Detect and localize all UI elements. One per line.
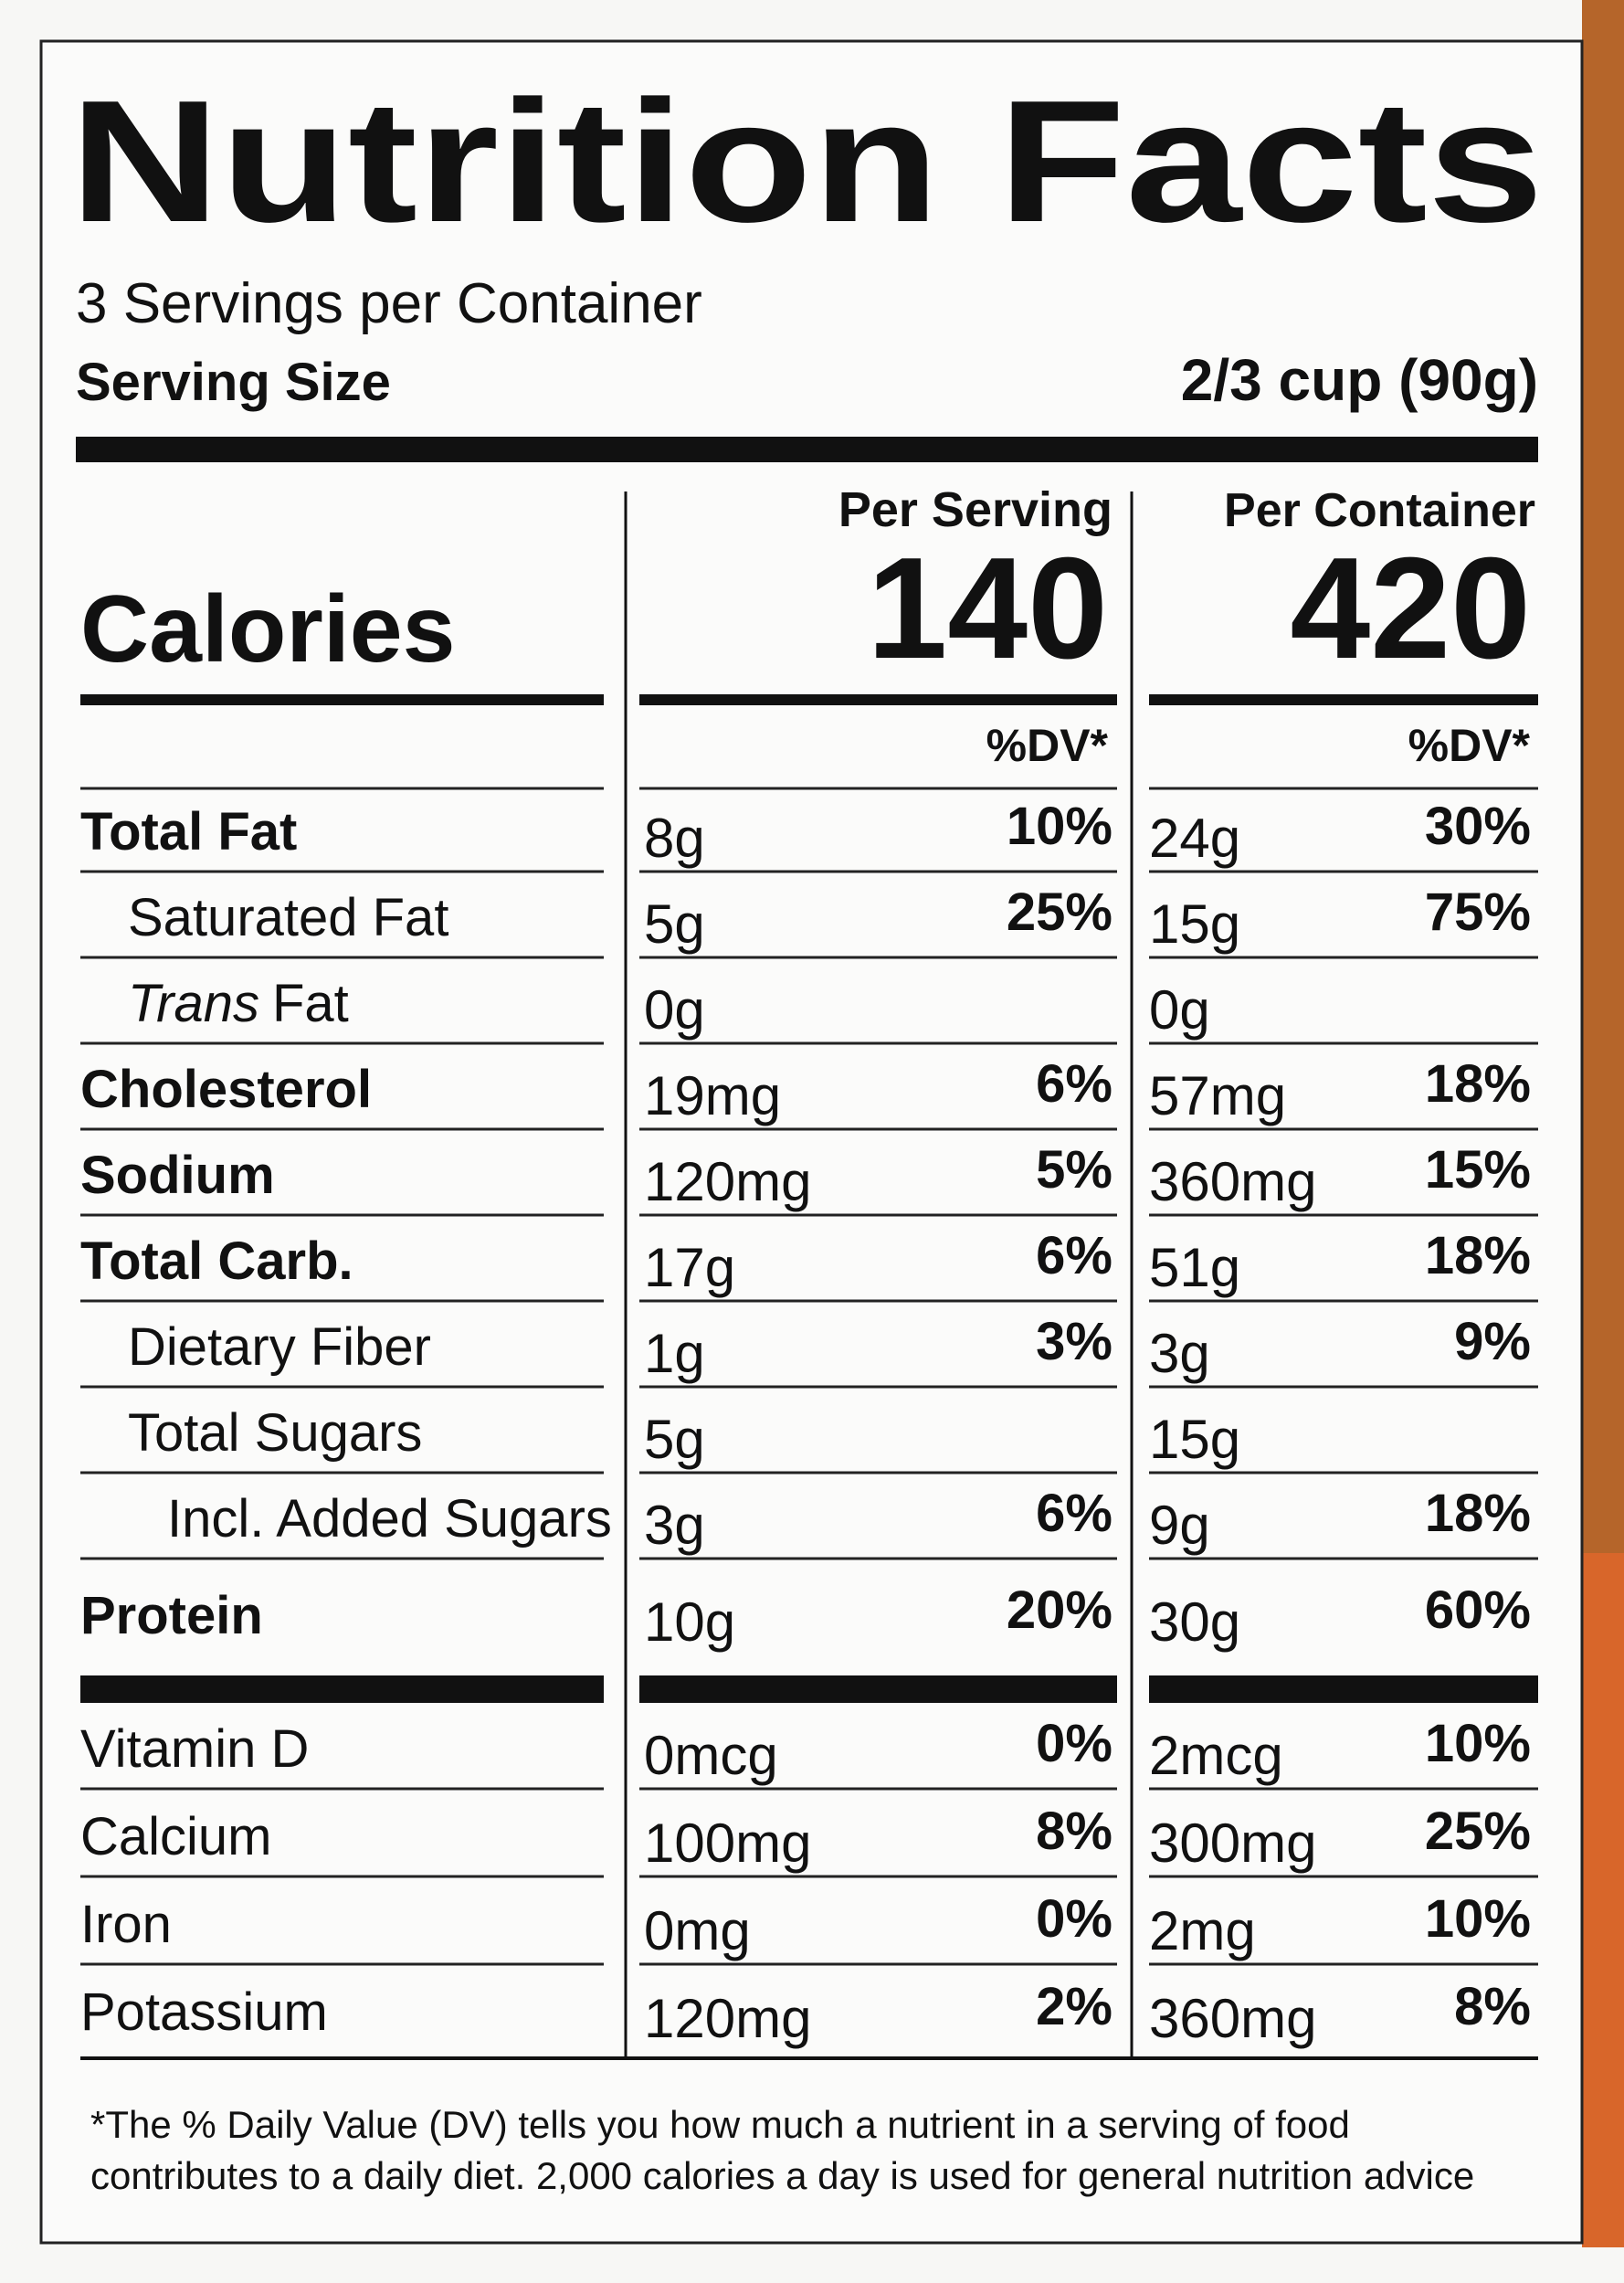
thick-rule <box>80 1675 604 1703</box>
daily-value: 20% <box>1007 1580 1113 1640</box>
daily-value: 10% <box>1425 1714 1531 1773</box>
nutrient-label: Dietary Fiber <box>128 1317 431 1377</box>
amount: 8g <box>644 808 705 869</box>
amount: 3g <box>644 1495 705 1556</box>
daily-value: 8% <box>1454 1977 1531 2036</box>
nutrient-label: Total Fat <box>80 802 297 861</box>
daily-value: 2% <box>1036 1977 1113 2036</box>
amount: 19mg <box>644 1065 781 1126</box>
nutrient-label: Saturated Fat <box>128 888 448 947</box>
daily-value: 0% <box>1036 1714 1113 1773</box>
daily-value: 8% <box>1036 1802 1113 1861</box>
thick-rule <box>76 437 1538 462</box>
nutrient-label: Total Carb. <box>80 1231 353 1291</box>
nutrient-label: Vitamin D <box>80 1719 309 1779</box>
footnote: contributes to a daily diet. 2,000 calor… <box>90 2154 1474 2197</box>
daily-value: 30% <box>1425 797 1531 856</box>
amount: 10g <box>644 1591 735 1653</box>
thick-rule <box>639 1675 1117 1703</box>
daily-value: 60% <box>1425 1580 1531 1640</box>
title: Nutrition Facts <box>69 65 1544 259</box>
rule <box>1149 694 1538 705</box>
amount: 120mg <box>644 1151 811 1212</box>
amount: 0mcg <box>644 1725 778 1786</box>
column-header: Per Serving <box>838 482 1113 537</box>
daily-value: 10% <box>1007 797 1113 856</box>
daily-value: 6% <box>1036 1054 1113 1114</box>
daily-value: 3% <box>1036 1312 1113 1371</box>
amount: 300mg <box>1149 1813 1316 1874</box>
nutrient-label: Potassium <box>80 1982 328 2042</box>
amount: 5g <box>644 1409 705 1470</box>
thick-rule <box>1149 1675 1538 1703</box>
nutrient-label: Protein <box>80 1586 263 1645</box>
nutrient-label: Incl. Added Sugars <box>167 1489 612 1548</box>
nutrient-label: Calcium <box>80 1807 272 1866</box>
daily-value: 25% <box>1007 883 1113 942</box>
nutrient-label: Sodium <box>80 1146 275 1205</box>
package-edge <box>1582 0 1624 1553</box>
footnote: *The % Daily Value (DV) tells you how mu… <box>90 2103 1350 2146</box>
daily-value: 18% <box>1425 1054 1531 1114</box>
amount: 0g <box>644 979 705 1041</box>
amount: 0g <box>1149 979 1210 1041</box>
daily-value: 25% <box>1425 1802 1531 1861</box>
daily-value: 5% <box>1036 1140 1113 1200</box>
daily-value: 6% <box>1036 1484 1113 1543</box>
daily-value: 9% <box>1454 1312 1531 1371</box>
column-header: Per Container <box>1224 484 1535 537</box>
amount: 17g <box>644 1237 735 1298</box>
nutrient-label-italic: Trans <box>128 974 259 1033</box>
amount: 360mg <box>1149 1151 1316 1212</box>
nutrient-label: Total Sugars <box>128 1403 422 1463</box>
daily-value: 18% <box>1425 1484 1531 1543</box>
dv-header: %DV* <box>986 720 1109 771</box>
amount: 120mg <box>644 1988 811 2049</box>
package-edge <box>1582 1553 1624 2247</box>
daily-value: 10% <box>1425 1889 1531 1949</box>
serving-size-label: Serving Size <box>76 353 391 412</box>
amount: 0mg <box>644 1900 751 1961</box>
daily-value: 0% <box>1036 1889 1113 1949</box>
dv-header: %DV* <box>1408 720 1531 771</box>
daily-value: 15% <box>1425 1140 1531 1200</box>
amount: 24g <box>1149 808 1240 869</box>
amount: 9g <box>1149 1495 1210 1556</box>
amount: 360mg <box>1149 1988 1316 2049</box>
amount: 57mg <box>1149 1065 1286 1126</box>
nutrient-label-text: Fat <box>272 974 349 1033</box>
amount: 30g <box>1149 1591 1240 1653</box>
amount: 15g <box>1149 1409 1240 1470</box>
calories-value: 140 <box>867 528 1108 689</box>
nutrient-label: Trans Fat <box>128 974 349 1033</box>
amount: 2mg <box>1149 1900 1256 1961</box>
serving-size-value: 2/3 cup (90g) <box>1181 347 1538 413</box>
daily-value: 18% <box>1425 1226 1531 1285</box>
amount: 5g <box>644 893 705 955</box>
nutrient-label: Cholesterol <box>80 1060 372 1119</box>
rule <box>80 694 604 705</box>
servings: 3 Servings per Container <box>76 272 702 335</box>
nutrient-label: Iron <box>80 1895 172 1954</box>
amount: 2mcg <box>1149 1725 1283 1786</box>
calories-value: 420 <box>1290 528 1531 689</box>
amount: 3g <box>1149 1323 1210 1384</box>
amount: 15g <box>1149 893 1240 955</box>
calories-label: Calories <box>80 576 455 682</box>
amount: 100mg <box>644 1813 811 1874</box>
daily-value: 75% <box>1425 883 1531 942</box>
amount: 51g <box>1149 1237 1240 1298</box>
rule <box>639 694 1117 705</box>
daily-value: 6% <box>1036 1226 1113 1285</box>
amount: 1g <box>644 1323 705 1384</box>
